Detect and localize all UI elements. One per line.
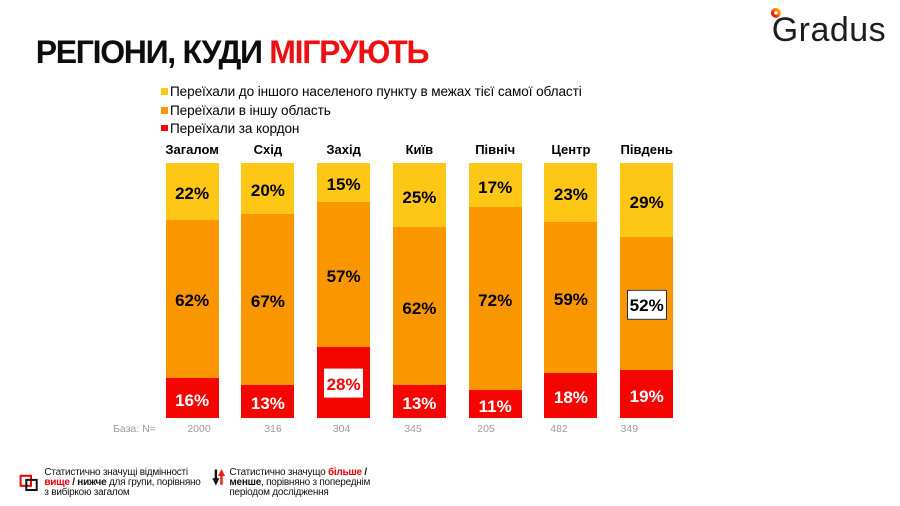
- svg-text:Gradus: Gradus: [772, 11, 887, 49]
